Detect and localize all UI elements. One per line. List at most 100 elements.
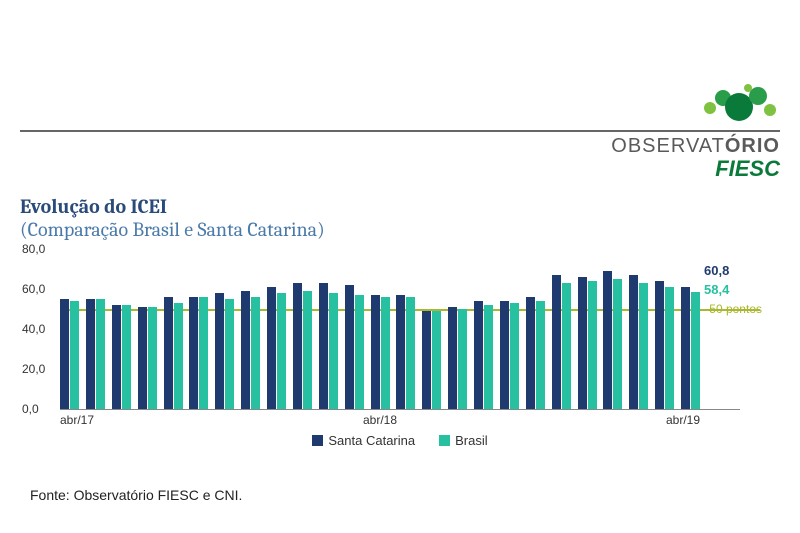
bar-brasil — [148, 307, 157, 409]
bar-santa-catarina — [474, 301, 483, 409]
bar-group — [448, 307, 467, 409]
bar-santa-catarina — [267, 287, 276, 409]
bar-group — [500, 301, 519, 409]
bar-brasil — [406, 297, 415, 409]
bar-santa-catarina — [681, 287, 690, 409]
bar-group — [138, 307, 157, 409]
x-axis-tick-label: abr/19 — [666, 413, 700, 427]
bar-brasil — [639, 283, 648, 409]
legend-item: Santa Catarina — [312, 433, 415, 448]
bar-brasil — [174, 303, 183, 409]
bar-brasil — [536, 301, 545, 409]
logo-text-line1: OBSERVATÓRIO — [611, 135, 780, 158]
bar-brasil — [303, 291, 312, 409]
bar-group — [241, 291, 260, 409]
bar-group — [603, 271, 622, 409]
bar-santa-catarina — [241, 291, 250, 409]
bar-santa-catarina — [552, 275, 561, 409]
legend-label: Santa Catarina — [328, 433, 415, 448]
bar-group — [86, 299, 105, 409]
bar-group — [371, 295, 390, 409]
legend-label: Brasil — [455, 433, 488, 448]
y-axis-tick-label: 40,0 — [22, 322, 45, 336]
bars-row — [60, 249, 700, 409]
bar-group — [655, 281, 674, 409]
bar-santa-catarina — [396, 295, 405, 409]
bar-group — [319, 283, 338, 409]
bar-group — [681, 287, 700, 409]
bar-brasil — [613, 279, 622, 409]
bar-santa-catarina — [60, 299, 69, 409]
bar-brasil — [381, 297, 390, 409]
reference-line-label: 50 pontos — [709, 302, 762, 316]
logo-dots-graphic — [620, 80, 780, 130]
bar-santa-catarina — [629, 275, 638, 409]
bar-santa-catarina — [371, 295, 380, 409]
bar-brasil — [691, 292, 700, 409]
legend-swatch — [312, 435, 323, 446]
bar-group — [215, 293, 234, 409]
logo-text-bold: ÓRIO — [725, 135, 780, 157]
bar-brasil — [251, 297, 260, 409]
y-axis-tick-label: 80,0 — [22, 242, 45, 256]
bar-group — [164, 297, 183, 409]
chart-x-axis: abr/17 abr/18 abr/19 — [60, 409, 740, 427]
bar-santa-catarina — [345, 285, 354, 409]
bar-group — [526, 297, 545, 409]
bar-brasil — [70, 301, 79, 409]
bar-group — [552, 275, 571, 409]
bar-brasil — [484, 305, 493, 409]
bar-group — [345, 285, 364, 409]
bar-group — [396, 295, 415, 409]
bar-santa-catarina — [422, 311, 431, 409]
bar-santa-catarina — [655, 281, 664, 409]
bar-brasil — [355, 295, 364, 409]
bar-brasil — [665, 287, 674, 409]
bar-santa-catarina — [448, 307, 457, 409]
bar-group — [293, 283, 312, 409]
bar-santa-catarina — [138, 307, 147, 409]
bar-brasil — [329, 293, 338, 409]
y-axis-tick-label: 60,0 — [22, 282, 45, 296]
end-value-label: 60,8 — [704, 263, 729, 278]
bar-brasil — [199, 297, 208, 409]
bar-santa-catarina — [112, 305, 121, 409]
bar-group — [189, 297, 208, 409]
x-axis-tick-label: abr/18 — [363, 413, 397, 427]
source-text: Fonte: Observatório FIESC e CNI. — [30, 487, 242, 503]
logo-text-pre: OBSERVAT — [611, 135, 725, 157]
bar-santa-catarina — [189, 297, 198, 409]
y-axis-tick-label: 20,0 — [22, 362, 45, 376]
logo-block: OBSERVATÓRIO FIESC — [611, 80, 780, 182]
bar-santa-catarina — [578, 277, 587, 409]
bar-brasil — [432, 311, 441, 409]
bar-santa-catarina — [86, 299, 95, 409]
bar-brasil — [96, 299, 105, 409]
bar-santa-catarina — [500, 301, 509, 409]
chart-subtitle: (Comparação Brasil e Santa Catarina) — [20, 218, 780, 241]
logo-text-line2: FIESC — [611, 156, 780, 182]
bar-brasil — [277, 293, 286, 409]
x-axis-tick-label: abr/17 — [60, 413, 94, 427]
bar-santa-catarina — [215, 293, 224, 409]
bar-santa-catarina — [603, 271, 612, 409]
bar-group — [629, 275, 648, 409]
bar-santa-catarina — [293, 283, 302, 409]
bar-brasil — [458, 309, 467, 409]
bar-group — [267, 287, 286, 409]
legend-item: Brasil — [439, 433, 488, 448]
bar-santa-catarina — [164, 297, 173, 409]
bar-santa-catarina — [319, 283, 328, 409]
end-value-label: 58,4 — [704, 282, 729, 297]
chart-plot-area: 0,020,040,060,080,050 pontos60,858,4 — [60, 249, 760, 409]
bar-group — [578, 277, 597, 409]
bar-group — [422, 311, 441, 409]
bar-brasil — [562, 283, 571, 409]
chart-container: Evolução do ICEI (Comparação Brasil e Sa… — [20, 195, 780, 449]
chart-title: Evolução do ICEI — [20, 195, 780, 218]
bar-brasil — [225, 299, 234, 409]
bar-group — [60, 299, 79, 409]
y-axis-tick-label: 0,0 — [22, 402, 39, 416]
bar-group — [474, 301, 493, 409]
bar-brasil — [122, 305, 131, 409]
